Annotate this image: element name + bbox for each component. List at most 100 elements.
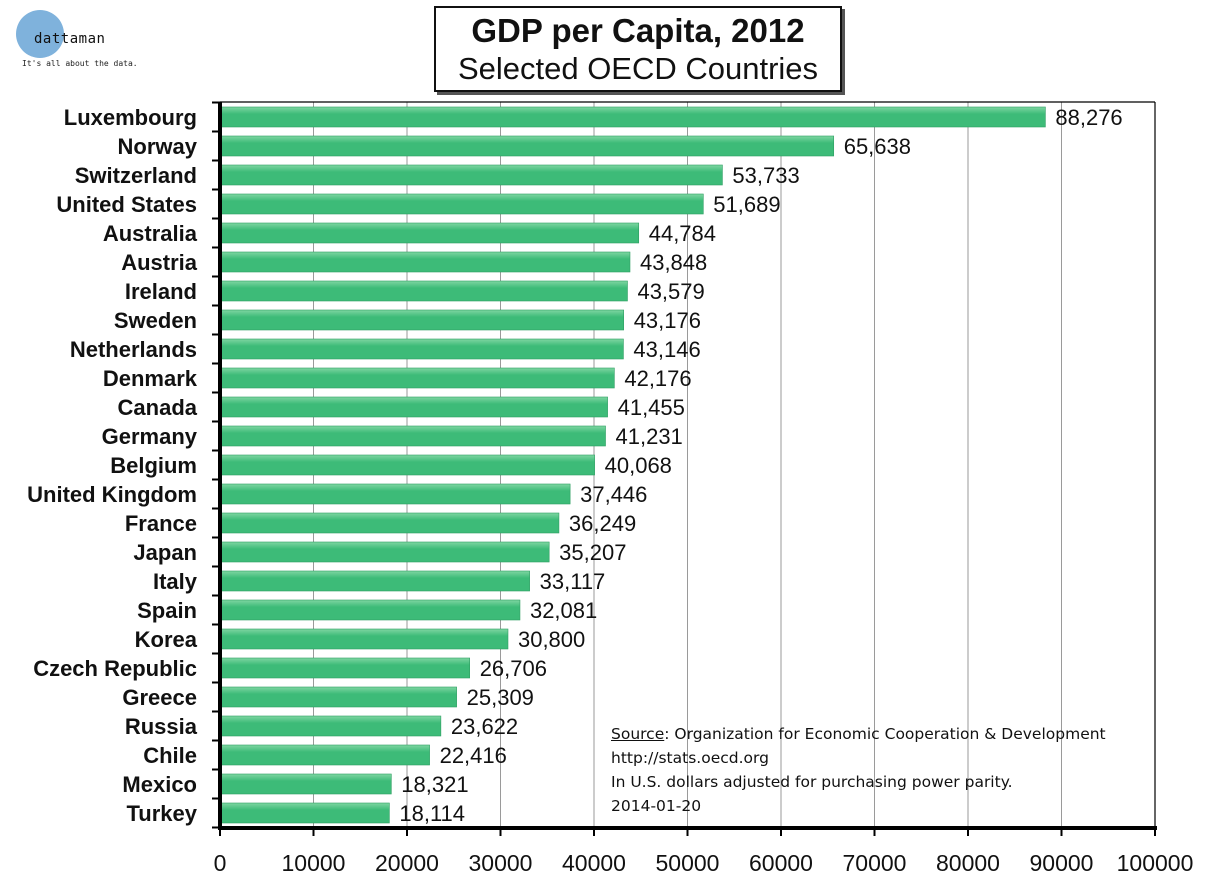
source-note: Source: Organization for Economic Cooper… [611,722,1171,818]
x-tick-label: 80000 [936,850,1000,876]
source-url: http://stats.oecd.org [611,749,769,767]
value-label: 30,800 [518,627,585,652]
bar [220,338,624,360]
category-label: Greece [122,685,197,710]
category-label: Japan [133,540,197,565]
bar [220,773,392,795]
bar [220,164,723,186]
category-label: Italy [153,569,198,594]
chart-subtitle: Selected OECD Countries [457,51,819,86]
axes [212,101,1157,836]
category-label: Sweden [114,308,197,333]
value-label: 43,579 [637,279,704,304]
units-note: In U.S. dollars adjusted for purchasing … [611,773,1013,791]
bar [220,396,608,418]
x-tick-label: 50000 [656,850,720,876]
x-tick-label: 90000 [1030,850,1094,876]
bar [220,309,624,331]
category-label: United States [56,192,197,217]
bar [220,541,550,563]
category-label: Spain [137,598,197,623]
source-label: Source [611,725,665,743]
value-label: 18,114 [399,801,465,826]
category-label: Mexico [122,772,197,797]
value-label: 41,231 [616,424,683,449]
value-label: 65,638 [844,134,911,159]
bar [220,628,509,650]
bar [220,222,640,244]
x-tick-label: 60000 [749,850,813,876]
category-label: Belgium [110,453,197,478]
value-label: 33,117 [540,569,606,594]
labels: Luxembourg 88,276 Norway 65,638 Switzerland 5… [27,105,1193,876]
bar [220,715,442,737]
value-label: 40,068 [605,453,672,478]
value-label: 18,321 [401,772,468,797]
category-label: France [125,511,197,536]
bar [220,483,571,505]
x-tick-label: 100000 [1117,850,1194,876]
category-label: Chile [143,743,197,768]
bar [220,193,704,215]
logo-tagline: It's all about the data. [22,59,138,68]
chart-title-box: GDP per Capita, 2012 Selected OECD Count… [434,6,842,92]
value-label: 36,249 [569,511,636,536]
date-note: 2014-01-20 [611,797,702,815]
x-tick-label: 10000 [282,850,346,876]
category-label: United Kingdom [27,482,197,507]
value-label: 25,309 [467,685,534,710]
bar [220,454,595,476]
category-label: Ireland [125,279,197,304]
value-label: 37,446 [580,482,647,507]
bar [220,251,631,273]
value-label: 88,276 [1055,105,1122,130]
category-label: Netherlands [70,337,197,362]
category-label: Czech Republic [33,656,197,681]
bar [220,512,560,534]
value-label: 41,455 [618,395,685,420]
bar [220,280,628,302]
bar [220,135,835,157]
category-label: Austria [121,250,198,275]
value-label: 53,733 [732,163,799,188]
value-label: 43,176 [634,308,701,333]
x-tick-label: 0 [214,850,227,876]
category-label: Norway [118,134,198,159]
bar [220,599,521,621]
category-label: Canada [118,395,198,420]
value-label: 23,622 [451,714,518,739]
value-label: 26,706 [480,656,547,681]
bars [220,106,1046,824]
category-label: Australia [103,221,198,246]
chart-title: GDP per Capita, 2012 [471,12,805,49]
category-label: Korea [135,627,198,652]
value-label: 51,689 [713,192,780,217]
category-label: Turkey [126,801,197,826]
category-label: Russia [125,714,198,739]
logo: dattaman It's all about the data. [16,10,216,72]
logo-name: dattaman [34,31,106,47]
value-label: 22,416 [440,743,507,768]
bar [220,802,390,824]
bar [220,744,430,766]
bar [220,106,1046,128]
value-label: 32,081 [530,598,597,623]
bar [220,686,457,708]
x-tick-label: 30000 [469,850,533,876]
category-label: Switzerland [75,163,197,188]
x-tick-label: 40000 [562,850,626,876]
value-label: 42,176 [624,366,691,391]
x-tick-label: 20000 [375,850,439,876]
bar [220,570,530,592]
x-tick-label: 70000 [843,850,907,876]
logo-circle-icon [16,10,64,58]
bar [220,657,471,679]
value-label: 44,784 [649,221,716,246]
category-label: Denmark [103,366,198,391]
bar [220,425,606,447]
bar [220,367,615,389]
category-label: Luxembourg [64,105,197,130]
source-text: : Organization for Economic Cooperation … [664,725,1106,743]
value-label: 35,207 [559,540,626,565]
